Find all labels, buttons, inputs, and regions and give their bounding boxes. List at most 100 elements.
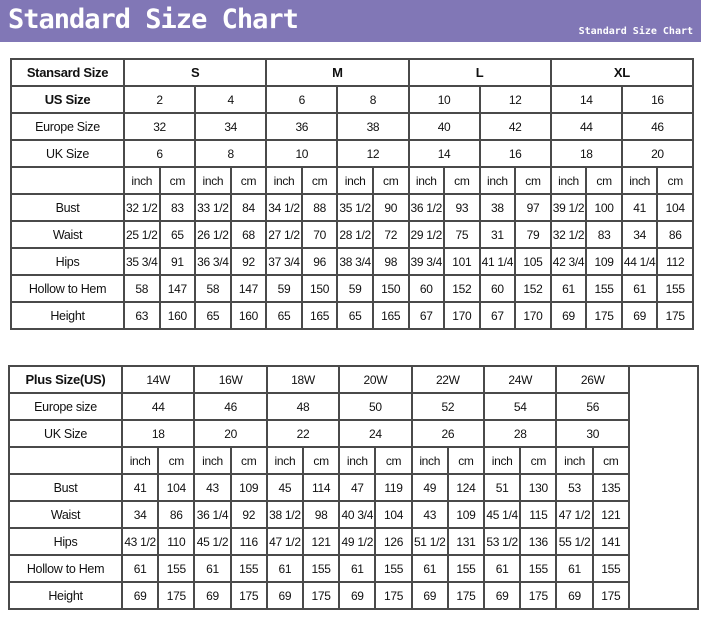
table-cell: 39 3/4: [407, 247, 446, 276]
table-cell: 69: [338, 581, 377, 610]
unit-label: inch: [407, 166, 446, 195]
standard-size-table: Stansard Size S M L XL US Size 2 4 6 8 10 12 14 16 Eur…: [10, 58, 695, 330]
table-cell: 28: [483, 419, 558, 448]
table-cell: 40: [407, 112, 481, 141]
table-cell: 27 1/2: [265, 220, 303, 249]
table-cell: 155: [656, 274, 694, 303]
table-cell: 2: [122, 85, 197, 114]
unit-label: inch: [478, 166, 517, 195]
table-cell: 40 3/4: [338, 500, 377, 529]
table-cell: 104: [157, 473, 196, 502]
table-row: Hips 43 1/2 110 45 1/2 116 47 1/2 121 49 1/2 126…: [8, 527, 698, 556]
table-cell: 38: [478, 193, 517, 222]
table-cell: 175: [585, 301, 623, 330]
table-cell: 34: [620, 220, 659, 249]
table-cell: 47: [338, 473, 377, 502]
table-cell: 46: [193, 392, 268, 421]
table-cell: 53: [555, 473, 594, 502]
empty-column: [628, 365, 699, 610]
table-cell: 110: [157, 527, 196, 556]
size-group: M: [265, 58, 410, 87]
row-label: Waist: [10, 220, 125, 249]
table-cell: 18: [549, 139, 623, 168]
row-label: [8, 446, 123, 475]
table-cell: 155: [157, 554, 196, 583]
unit-label: inch: [549, 166, 588, 195]
table-cell: 69: [193, 581, 232, 610]
table-cell: 61: [265, 554, 305, 583]
table-cell: 165: [300, 301, 339, 330]
table-cell: 47 1/2: [265, 527, 305, 556]
table-cell: 97: [514, 193, 552, 222]
table-cell: 63: [123, 301, 161, 330]
table-cell: 61: [120, 554, 160, 583]
unit-label: inch: [193, 446, 232, 475]
table-cell: 33 1/2: [194, 193, 232, 222]
table-cell: 46: [620, 112, 695, 141]
table-cell: 152: [443, 274, 481, 303]
table-cell: 155: [229, 554, 268, 583]
table-cell: 147: [158, 274, 197, 303]
table-cell: 20: [193, 419, 268, 448]
unit-label: cm: [656, 166, 694, 195]
table-cell: 67: [478, 301, 517, 330]
table-cell: 12: [336, 139, 410, 168]
table-row: Waist 25 1/2 65 26 1/2 68 27 1/2 70 28 1/2 72 29 …: [10, 220, 694, 249]
table-cell: 36 1/2: [407, 193, 446, 222]
row-label: Waist: [8, 500, 123, 529]
table-cell: 150: [371, 274, 410, 303]
unit-label: inch: [265, 166, 303, 195]
unit-label: inch: [620, 166, 659, 195]
table-cell: 79: [514, 220, 552, 249]
table-cell: 54: [483, 392, 558, 421]
unit-label: inch: [338, 446, 377, 475]
row-label: Plus Size(US): [8, 365, 123, 394]
table-cell: 65: [158, 220, 197, 249]
unit-label: inch: [265, 446, 305, 475]
unit-label: cm: [158, 166, 197, 195]
table-cell: 37 3/4: [265, 247, 303, 276]
table-cell: 58: [123, 274, 161, 303]
table-cell: 49: [410, 473, 449, 502]
table-cell: 61: [549, 274, 588, 303]
table-cell: 24: [338, 419, 413, 448]
table-cell: 59: [336, 274, 374, 303]
row-label: [10, 166, 125, 195]
table-cell: 45 1/2: [193, 527, 232, 556]
table-cell: 170: [443, 301, 481, 330]
table-cell: 25 1/2: [123, 220, 161, 249]
table-cell: 55 1/2: [555, 527, 594, 556]
table-cell: 75: [443, 220, 481, 249]
row-label: Height: [8, 581, 123, 610]
table-cell: 101: [443, 247, 481, 276]
table-row: Height 69 175 69 175 69 175 69 175 69 175 69 175 69 17…: [8, 581, 698, 610]
table-cell: 175: [591, 581, 631, 610]
unit-label: cm: [519, 446, 558, 475]
table-cell: 84: [229, 193, 268, 222]
table-row: Europe Size 32 34 36 38 40 42 44 46: [10, 112, 695, 141]
unit-label: cm: [374, 446, 413, 475]
row-label: UK Size: [8, 419, 123, 448]
table-cell: 35 1/2: [336, 193, 374, 222]
table-cell: 69: [410, 581, 449, 610]
table-cell: 104: [374, 500, 413, 529]
table-cell: 29 1/2: [407, 220, 446, 249]
row-label: Hips: [8, 527, 123, 556]
unit-label: cm: [585, 166, 623, 195]
table-row: Hollow to Hem 61 155 61 155 61 155 61 155 61 155 61…: [8, 554, 698, 583]
table-cell: 124: [446, 473, 486, 502]
table-cell: 175: [229, 581, 268, 610]
table-cell: 41: [620, 193, 659, 222]
table-cell: 32: [122, 112, 197, 141]
table-cell: 68: [229, 220, 268, 249]
table-cell: 160: [158, 301, 197, 330]
unit-label: cm: [443, 166, 481, 195]
size-group: 26W: [555, 365, 630, 394]
table-cell: 65: [194, 301, 232, 330]
page-title: Standard Size Chart: [8, 4, 299, 35]
table-cell: 86: [656, 220, 694, 249]
table-cell: 65: [265, 301, 303, 330]
banner: Standard Size Chart Standard Size Chart: [0, 0, 701, 42]
table-cell: 98: [371, 247, 410, 276]
table-cell: 69: [120, 581, 160, 610]
